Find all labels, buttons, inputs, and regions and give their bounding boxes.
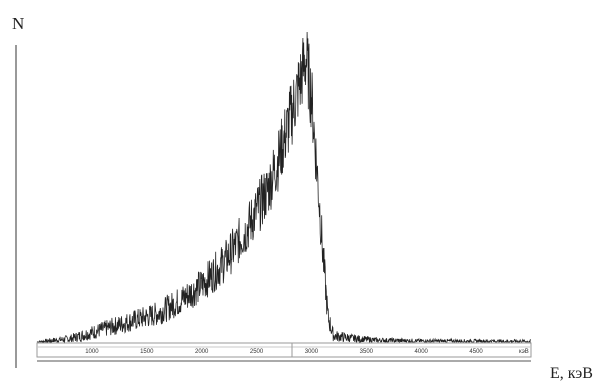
x-axis-label: E, кэВ [550,365,593,381]
x-scale-strip [36,342,532,358]
x-axis-unit-label: кэВ [519,349,529,355]
spectrum-series-line [36,31,531,344]
x-tick-label: 4500 [469,349,483,355]
x-tick-label: 2000 [195,349,209,355]
x-tick-label: 3000 [305,349,319,355]
x-tick-label: 1500 [140,349,154,355]
x-tick-labels: 1000 1500 2000 2500 3000 3500 4000 4500 [85,349,483,355]
y-axis-label: N [12,14,24,33]
x-tick-label: 4000 [415,349,429,355]
x-tick-label: 2500 [250,349,264,355]
x-tick-label: 1000 [85,349,99,355]
x-tick-label: 3500 [360,349,374,355]
